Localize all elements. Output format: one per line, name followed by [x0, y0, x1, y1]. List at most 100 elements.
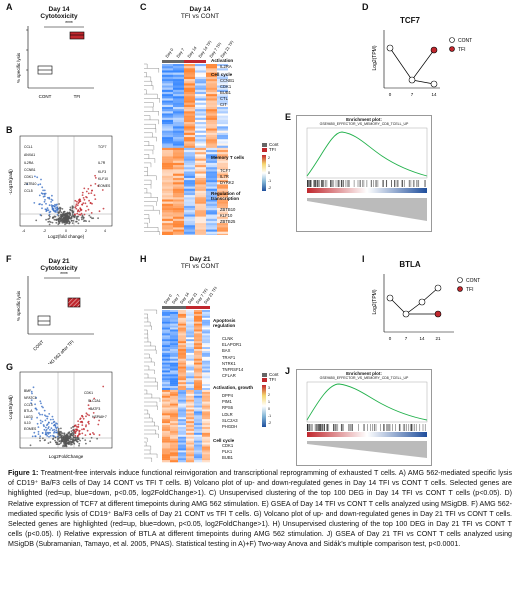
heatmap-cell	[195, 98, 206, 101]
panel-h-gene: BAX	[222, 348, 231, 354]
volcano-point	[78, 219, 80, 221]
heatmap-cell	[173, 115, 184, 118]
heatmap-cell	[178, 341, 186, 344]
volcano-point	[58, 443, 61, 446]
volcano-point	[69, 214, 72, 217]
heatmap-cell	[162, 74, 173, 78]
volcano-point	[85, 210, 87, 212]
panel-c-scale-2: 0	[268, 171, 270, 175]
volcano-point	[36, 176, 39, 179]
volcano-point	[34, 403, 36, 406]
heatmap-cell	[162, 184, 173, 187]
volcano-point	[85, 412, 88, 415]
panel-h-gene: TRAF1	[222, 354, 236, 360]
panel-j-gsea: Enrichment plot: GSE9650_EFFECTOR_VS_MEM…	[296, 369, 432, 466]
volcano-point	[70, 437, 72, 439]
volcano-point	[73, 213, 76, 216]
heatmap-cell	[195, 81, 206, 84]
heatmap-cell	[162, 399, 170, 402]
heatmap-cell	[195, 195, 206, 198]
volcano-point	[43, 409, 46, 412]
heatmap-cell	[186, 356, 194, 359]
heatmap-cell	[217, 223, 228, 226]
volcano-point	[58, 211, 60, 214]
panel-label-d: D	[362, 2, 369, 12]
heatmap-cell	[162, 227, 173, 230]
heatmap-cell	[194, 333, 202, 336]
heatmap-cell	[178, 458, 186, 461]
panel-c-group-transcription: Regulation of transcription	[211, 191, 241, 201]
volcano-point	[68, 220, 71, 223]
heatmap-cell	[206, 130, 217, 133]
volcano-point	[58, 221, 61, 224]
volcano-point	[62, 445, 64, 448]
heatmap-cell	[173, 214, 184, 217]
volcano-point	[37, 426, 40, 428]
heatmap-cell	[194, 327, 202, 330]
volcano-point	[89, 216, 92, 219]
heatmap-cell	[194, 415, 202, 418]
heatmap-cell	[202, 403, 210, 406]
heatmap-cell	[170, 446, 178, 449]
heatmap-cell	[186, 399, 194, 402]
heatmap-cell	[162, 162, 173, 166]
heatmap-cell	[194, 352, 202, 356]
heatmap-cell	[170, 430, 178, 434]
volcano-point	[33, 431, 36, 434]
heatmap-cell	[184, 188, 195, 192]
heatmap-cell	[162, 134, 173, 138]
volcano-point	[52, 421, 55, 424]
heatmap-cell	[162, 409, 170, 412]
heatmap-cell	[173, 134, 184, 138]
panel-h-group-cell-cycle: Cell cycle	[213, 438, 235, 443]
panel-c-gene: IL2RA	[220, 64, 232, 69]
panel-h-legend-tfi: TFI	[269, 377, 276, 382]
heatmap-cell	[206, 96, 217, 99]
heatmap-cell	[186, 384, 194, 387]
heatmap-cell	[195, 201, 206, 204]
heatmap-cell	[202, 401, 210, 404]
heatmap-cell	[206, 223, 217, 226]
panel-f-box-cont	[37, 315, 51, 326]
heatmap-cell	[184, 195, 195, 198]
heatmap-cell	[178, 356, 186, 359]
panel-g-gene-left-0: BMF	[24, 389, 31, 393]
heatmap-cell	[206, 184, 217, 187]
heatmap-cell	[184, 91, 195, 95]
volcano-point	[63, 434, 66, 437]
volcano-point	[75, 428, 77, 431]
panel-a-sig: ****	[65, 21, 73, 27]
heatmap-cell	[184, 156, 195, 159]
volcano-point	[44, 208, 47, 211]
volcano-point	[46, 423, 49, 426]
panel-a-ylabel: % specific lysis	[16, 52, 21, 83]
heatmap-cell	[217, 199, 228, 202]
heatmap-cell	[194, 349, 202, 352]
heatmap-cell	[206, 190, 217, 194]
volcano-point	[61, 434, 64, 437]
heatmap-cell	[206, 218, 217, 222]
volcano-point	[46, 435, 49, 437]
volcano-point	[91, 217, 93, 220]
heatmap-cell	[173, 220, 184, 224]
heatmap-column-label: Day 21	[187, 291, 199, 305]
volcano-point	[49, 441, 52, 444]
heatmap-cell	[162, 360, 170, 363]
heatmap-cell	[170, 313, 178, 317]
volcano-point	[79, 439, 81, 442]
heatmap-cell	[170, 310, 178, 313]
heatmap-cell	[206, 195, 217, 198]
heatmap-cell	[162, 358, 170, 361]
heatmap-cell	[195, 83, 206, 86]
heatmap-cell	[206, 162, 217, 166]
heatmap-cell	[194, 391, 202, 395]
heatmap-cell	[195, 141, 206, 144]
heatmap-cell	[194, 425, 202, 428]
heatmap-cell	[162, 197, 173, 200]
volcano-point	[60, 439, 62, 442]
heatmap-cell	[186, 432, 194, 435]
heatmap-cell	[162, 323, 170, 326]
heatmap-cell	[217, 193, 228, 196]
heatmap-cell	[195, 171, 206, 174]
heatmap-cell	[217, 70, 228, 73]
